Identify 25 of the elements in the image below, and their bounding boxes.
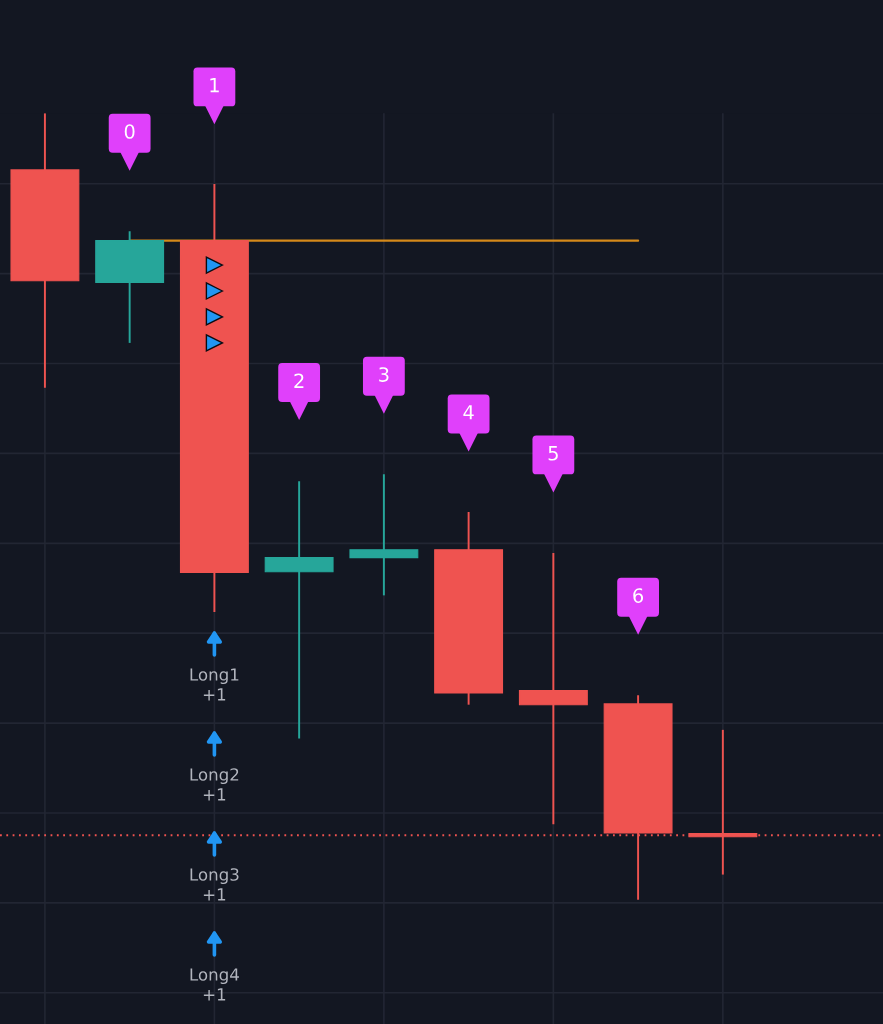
annotation: Long3 +1 (190, 868, 239, 901)
series-label: 5 (548, 446, 558, 461)
annotation: Long1 +1 (190, 668, 239, 701)
point (543, 473, 563, 493)
series-label: 0 (124, 124, 135, 139)
point (459, 432, 479, 452)
candlestick (264, 480, 334, 740)
point (205, 282, 224, 300)
point (628, 615, 648, 635)
point (205, 256, 224, 274)
point (289, 401, 309, 421)
series-label: 1 (210, 78, 219, 93)
point (120, 151, 140, 171)
text: Long4 +1 (190, 968, 239, 1001)
series-label: 2 (294, 373, 304, 388)
point (204, 105, 224, 125)
point (374, 394, 394, 414)
candlestick (349, 473, 419, 597)
annotation: Long2 +1 (190, 768, 239, 801)
candlestick (518, 551, 588, 826)
point (205, 308, 224, 326)
series-label: 4 (463, 405, 474, 420)
series-label: 3 (379, 367, 389, 382)
series-label: 6 (633, 588, 644, 603)
point (205, 334, 224, 352)
